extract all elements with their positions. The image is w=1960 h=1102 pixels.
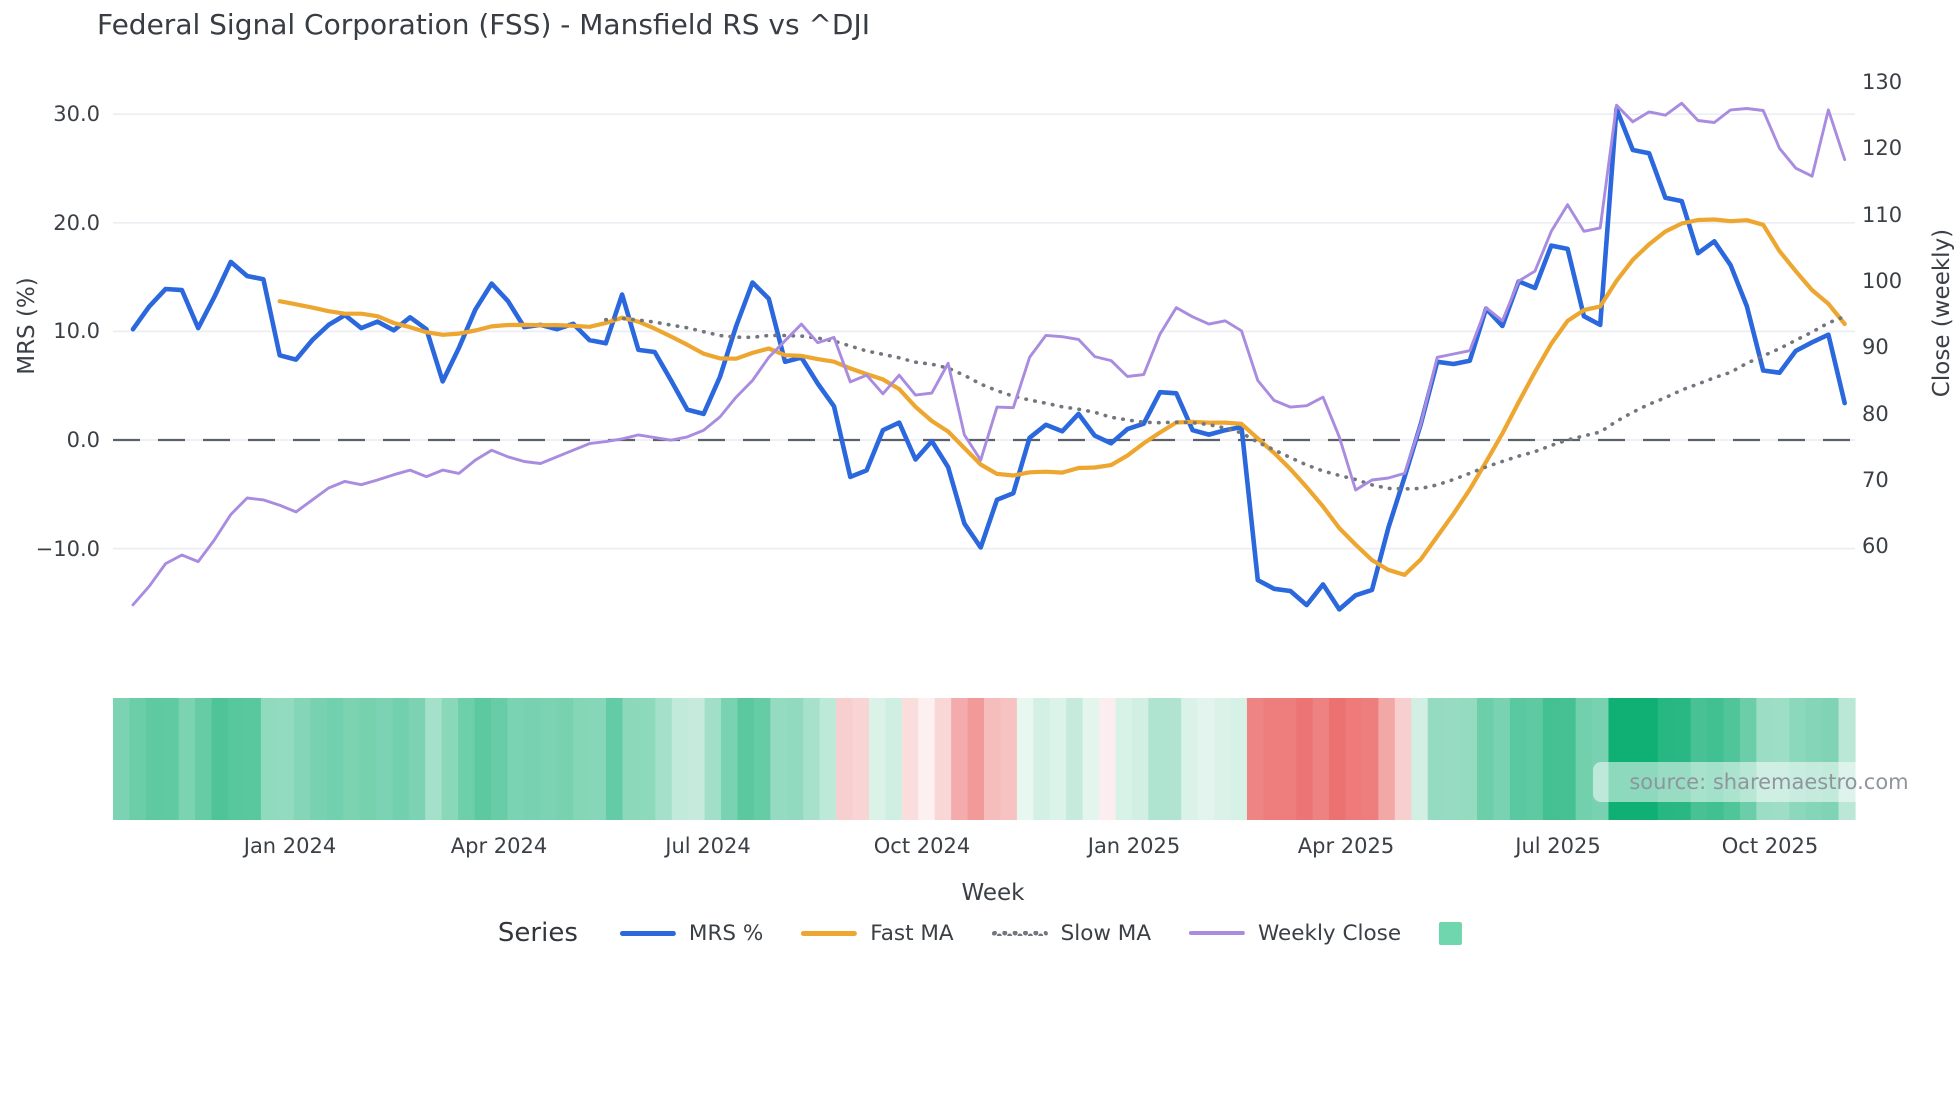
fast-ma-line [277,217,1847,577]
heatmap-swatch-icon [1439,921,1463,945]
right-axis-tick: 90 [1862,335,1889,359]
left-axis-tick: 30.0 [53,102,100,126]
x-axis-tick: Oct 2025 [1721,834,1819,858]
weekly-close-line-swatch-icon [1189,931,1246,935]
legend-item-slow-ma: Slow MA [991,920,1152,946]
legend-item-label: Slow MA [1060,920,1152,946]
right-axis-tick: 130 [1862,70,1903,94]
legend-item-fast-ma: Fast MA [801,920,954,946]
right-axis-tick: 110 [1862,203,1903,227]
slow-ma-dotted-swatch-icon [991,930,1048,936]
right-axis-tick: 70 [1862,468,1889,492]
right-axis-tick: 60 [1862,534,1889,558]
x-axis-tick: Apr 2025 [1297,834,1395,858]
x-axis-title: Week [961,880,1025,906]
mrs-line [130,106,1847,612]
legend-item-heatmap [1439,921,1463,945]
fast-ma-line-swatch-icon [801,930,858,936]
right-axis-title: Close (weekly) [1929,228,1955,398]
heatmap-strip [113,698,1856,820]
x-axis-tick: Jul 2024 [665,834,751,858]
left-axis-tick: 0.0 [66,428,100,452]
weekly-close-line [131,101,1847,607]
right-axis-tick: 100 [1862,269,1903,293]
x-axis-tick: Apr 2024 [450,834,548,858]
source-watermark: source: sharemaestro.com [1593,762,1945,802]
left-axis-tick: 10.0 [53,319,100,343]
left-axis-title: MRS (%) [14,277,40,375]
slow-ma-line [604,314,1847,491]
legend-item-weekly-close: Weekly Close [1189,921,1401,946]
mrs-line-swatch-icon [619,930,676,936]
chart-title: Federal Signal Corporation (FSS) - Mansf… [97,8,870,41]
left-axis-tick: 20.0 [53,211,100,235]
x-axis-tick: Jan 2025 [1087,834,1181,858]
x-axis-tick: Jul 2025 [1515,834,1601,858]
legend-title: Series [497,918,578,948]
legend-item-label: Fast MA [870,920,954,946]
left-axis-tick: −10.0 [35,537,100,561]
x-axis-tick: Jan 2024 [243,834,337,858]
right-axis-tick: 80 [1862,402,1889,426]
x-axis-tick: Oct 2024 [873,834,971,858]
gridlines [113,113,1855,550]
legend-item-label: MRS % [688,920,764,946]
legend-item-mrs: MRS % [619,920,764,946]
right-axis-tick: 120 [1862,136,1903,160]
legend-item-label: Weekly Close [1258,920,1402,946]
legend: Series MRS % Fast MA Slow MA Weekly Clos… [497,918,1463,948]
